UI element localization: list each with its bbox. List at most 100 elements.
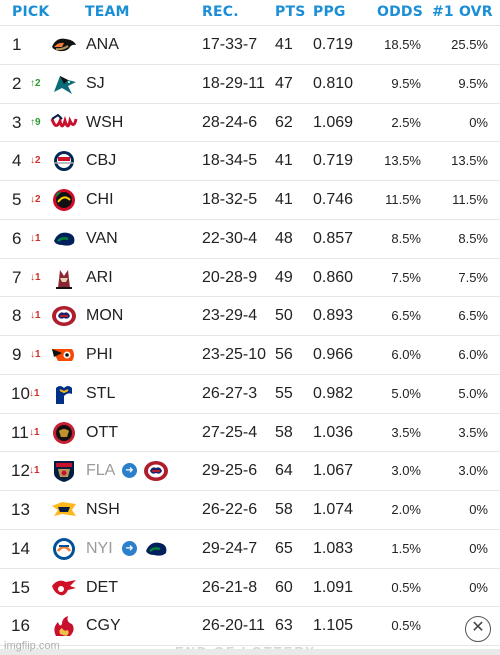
team-abbr: MON [86,307,124,325]
lottery-odds: 8.5% [391,230,421,246]
lottery-odds: 6.0% [391,347,421,362]
pick-number: 7 [12,267,22,287]
points-per-game: 1.069 [313,113,354,131]
points-per-game: 1.074 [313,501,354,518]
pick-number: 13 [11,500,30,519]
first-overall-odds: 13.5% [451,153,488,169]
pick-number: 12 [11,461,30,481]
points-per-game: 0.746 [313,191,354,208]
flyers-logo [50,343,78,367]
trade-arrow-icon: ➜ [122,540,137,556]
points: 62 [275,113,293,131]
record: 17-33-7 [202,36,258,53]
blue-jackets-logo [50,149,78,173]
table-row: 6 ↓1 VAN 22-30-4 48 0.857 8.5% 8.5% [0,220,500,259]
points-per-game: 1.105 [313,617,354,635]
record: 29-24-7 [202,539,258,557]
points: 58 [275,423,293,441]
first-overall-odds: 0% [469,502,488,517]
first-overall-odds: 11.5% [452,192,488,207]
header-odds: ODDS [377,4,424,20]
pick-number: 8 [12,306,22,326]
lottery-odds: 0.5% [391,579,421,595]
canucks-logo [142,537,170,561]
table-row: 3 ↑9 WSH 28-24-6 62 1.069 2.5% 0% [0,104,500,143]
pick-number: 3 [12,112,22,132]
points-per-game: 0.857 [313,229,354,247]
first-overall-odds: 0% [469,540,488,556]
record: 29-25-6 [202,462,258,480]
points-per-game: 0.893 [313,307,354,325]
move-down-indicator: ↓1 [30,271,41,283]
panthers-logo [50,459,78,483]
header-pick: PICK [12,4,50,20]
close-button[interactable]: ✕ [465,616,491,642]
lottery-odds: 7.5% [391,269,421,285]
team-abbr: VAN [86,229,118,247]
table-row: 1 ANA 17-33-7 41 0.719 18.5% 25.5% [0,26,500,65]
record: 26-22-6 [202,501,258,518]
pick-number: 16 [11,616,30,636]
lottery-odds: 18.5% [384,37,421,52]
table-row: 2 ↑2 SJ 18-29-11 47 0.810 9.5% 9.5% [0,65,500,104]
points-per-game: 0.860 [313,268,354,286]
table-row: 15 DET 26-21-8 60 1.091 0.5% 0% [0,569,500,608]
move-up-indicator: ↑2 [30,77,41,89]
move-up-indicator: ↑9 [30,116,41,128]
header-ovr: #1 OVR [432,4,493,20]
lottery-odds: 2.0% [391,502,421,517]
points: 49 [275,268,293,286]
points: 50 [275,307,293,325]
team-abbr: WSH [86,113,124,131]
points-per-game: 0.982 [313,384,354,402]
points: 41 [275,191,293,208]
team-abbr: NSH [86,501,120,518]
lottery-odds: 9.5% [391,75,421,91]
points-per-game: 1.091 [313,578,354,596]
lottery-odds: 3.5% [391,424,421,440]
lottery-odds: 13.5% [384,153,421,169]
move-down-indicator: ↓1 [29,465,40,477]
team-abbr: OTT [86,423,118,441]
team-abbr: CGY [86,617,121,635]
pick-number: 14 [11,538,30,558]
move-down-indicator: ↓1 [30,232,41,244]
canadiens-logo [142,459,170,483]
first-overall-odds: 3.0% [458,463,488,479]
table-row: 8 ↓1 MON 23-29-4 50 0.893 6.5% 6.5% [0,297,500,336]
team-abbr: CHI [86,191,114,208]
first-overall-odds: 9.5% [458,75,488,91]
move-down-indicator: ↓1 [30,310,41,322]
islanders-logo [50,537,78,561]
points: 48 [275,229,293,247]
record: 26-27-3 [202,384,258,402]
first-overall-odds: 25.5% [451,37,488,52]
points: 55 [275,384,293,402]
points-per-game: 1.067 [313,462,354,480]
trade-arrow-icon: ➜ [122,463,137,479]
table-row: 12 ↓1 FLA ➜ 29-25-6 64 1.067 3.0% 3.0% [0,452,500,491]
first-overall-odds: 7.5% [458,269,488,285]
move-down-indicator: ↓1 [29,387,40,399]
team-abbr: SJ [86,74,105,92]
pick-number: 9 [12,345,22,364]
lottery-odds: 0.5% [391,618,421,634]
move-down-indicator: ↓1 [29,426,40,438]
points: 64 [275,462,293,480]
first-overall-odds: 6.0% [458,347,488,362]
bottom-bar [0,649,500,655]
sharks-logo [50,72,78,96]
pick-number: 10 [11,383,30,403]
table-row: 10 ↓1 STL 26-27-3 55 0.982 5.0% 5.0% [0,375,500,414]
team-abbr: ANA [86,36,119,53]
record: 28-24-6 [202,113,258,131]
move-down-indicator: ↓2 [30,194,41,205]
pick-number: 4 [12,151,22,171]
points-per-game: 0.810 [313,74,354,92]
record: 18-32-5 [202,191,258,208]
coyotes-logo [50,266,78,290]
team-abbr: FLA [86,462,116,480]
points-per-game: 1.083 [313,539,354,557]
table-header: PICK TEAM REC. PTS PPG ODDS #1 OVR [0,0,500,26]
table-row: 5 ↓2 CHI 18-32-5 41 0.746 11.5% 11.5% [0,181,500,220]
